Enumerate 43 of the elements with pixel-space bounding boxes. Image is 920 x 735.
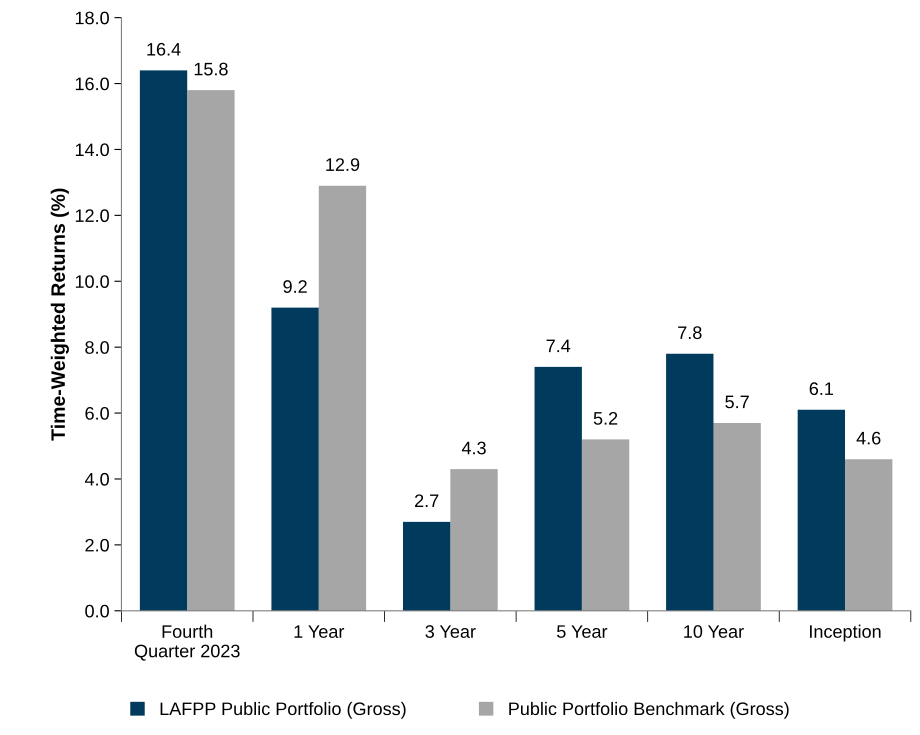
data-label: 9.2	[283, 280, 307, 293]
x-tick-label: 1 Year	[294, 625, 344, 638]
bar	[187, 90, 235, 611]
y-tick-label: 10.0	[76, 275, 109, 288]
data-label: 15.8	[194, 62, 228, 76]
bar	[318, 186, 366, 611]
data-label: 6.1	[810, 382, 834, 396]
legend-label: Public Portfolio Benchmark (Gross)	[509, 702, 789, 719]
bar	[450, 469, 498, 611]
legend-label: LAFPP Public Portfolio (Gross)	[160, 702, 406, 719]
bar	[845, 459, 892, 611]
y-tick-label: 12.0	[76, 209, 109, 222]
bar	[798, 410, 846, 611]
y-tick-label: 8.0	[85, 341, 109, 354]
x-tick-label: 5 Year	[557, 625, 608, 638]
data-label: 4.6	[856, 432, 880, 445]
y-tick-label: 0.0	[85, 604, 109, 618]
data-label: 12.9	[326, 158, 360, 172]
data-label: 7.4	[546, 340, 570, 352]
x-tick-label: Inception	[810, 624, 880, 642]
y-tick-label: 18.0	[76, 12, 109, 24]
bar	[713, 422, 761, 611]
y-tick-label: 2.0	[85, 538, 109, 552]
y-tick-label: 4.0	[84, 472, 109, 486]
y-tick-label: 16.0	[76, 77, 109, 90]
data-label: 16.4	[147, 42, 181, 56]
bar	[271, 308, 319, 611]
data-label: 5.2	[594, 412, 618, 425]
bar	[140, 70, 188, 611]
y-axis-title: Time-Weighted Returns (%)	[50, 188, 69, 441]
bar	[582, 439, 630, 611]
x-tick-label: 10 Year	[684, 625, 744, 638]
data-label: 2.7	[415, 494, 438, 507]
y-tick-label: 14.0	[76, 143, 109, 156]
x-tick-label: 3 Year	[425, 625, 476, 638]
bar	[534, 366, 582, 611]
data-label: 7.8	[678, 326, 702, 340]
data-label: 4.3	[462, 442, 486, 454]
bar	[402, 522, 450, 611]
bar	[666, 354, 714, 611]
data-label: 5.7	[725, 396, 749, 408]
y-tick-label: 6.0	[85, 407, 109, 420]
x-tick-label: Fourth Quarter 2023	[134, 624, 240, 661]
